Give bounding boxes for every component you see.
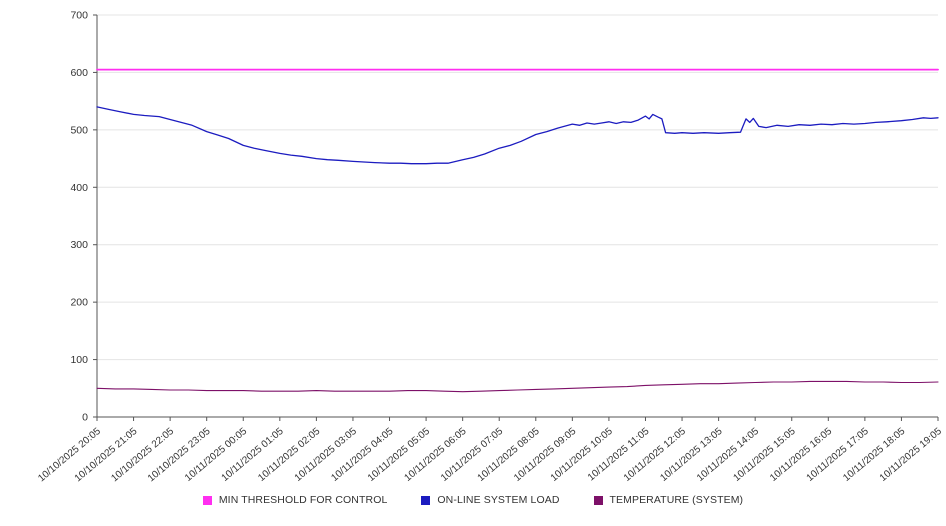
y-tick-label: 300	[70, 239, 88, 251]
x-tick-label: 10/11/2025 09:05	[512, 426, 578, 484]
y-tick-label: 400	[70, 182, 88, 194]
chart-area: 0 100 200 300 400 500 600 700 10/10/2025 20:05 10…	[36, 10, 944, 485]
x-tick-label: 10/11/2025 15:05	[732, 426, 798, 484]
x-tick-label: 10/11/2025 11:05	[586, 426, 652, 484]
legend-label-min-threshold: MIN THRESHOLD FOR CONTROL	[218, 494, 388, 506]
x-tick-label: 10/11/2025 08:05	[476, 426, 542, 484]
y-tick-label: 100	[70, 354, 88, 366]
legend-item-online-system-load[interactable]: ON-LINE SYSTEM LOAD	[421, 494, 559, 506]
legend-swatch-min-threshold-icon	[202, 495, 212, 505]
legend-item-min-threshold[interactable]: MIN THRESHOLD FOR CONTROL	[202, 494, 388, 506]
x-tick-label: 10/11/2025 19:05	[878, 426, 944, 484]
x-tick-label: 10/10/2025 22:05	[109, 426, 176, 485]
legend-label-online-system-load: ON-LINE SYSTEM LOAD	[437, 494, 560, 506]
x-tick-label: 10/11/2025 13:05	[658, 426, 724, 484]
series-line-2	[96, 380, 939, 393]
x-tick-label: 10/11/2025 18:05	[841, 426, 907, 484]
x-tick-label: 10/10/2025 23:05	[146, 426, 213, 485]
series-line-1	[96, 106, 939, 165]
x-tick-label: 10/11/2025 00:05	[183, 426, 249, 484]
y-tick-label: 600	[70, 67, 88, 79]
x-tick-label: 10/11/2025 02:05	[256, 426, 322, 484]
x-tick-label: 10/11/2025 06:05	[402, 426, 468, 484]
x-tick-label: 10/11/2025 01:05	[220, 426, 286, 484]
legend-label-temperature-system: TEMPERATURE (SYSTEM)	[609, 494, 744, 506]
y-tick-label: 500	[70, 124, 88, 136]
x-tick-label: 10/11/2025 10:05	[549, 426, 615, 484]
legend-item-temperature-system[interactable]: TEMPERATURE (SYSTEM)	[593, 494, 744, 506]
y-tick-label: 700	[70, 10, 88, 22]
x-tick-label: 10/10/2025 20:05	[36, 426, 103, 485]
chart-legend: MIN THRESHOLD FOR CONTROL ON-LINE SYSTEM…	[0, 494, 946, 506]
x-tick-label: 10/11/2025 05:05	[366, 426, 432, 484]
legend-swatch-online-system-load-icon	[421, 495, 431, 505]
x-tick-label: 10/11/2025 07:05	[439, 426, 505, 484]
x-tick-label: 10/10/2025 21:05	[73, 426, 140, 485]
x-tick-label: 10/11/2025 16:05	[768, 426, 834, 484]
y-tick-label: 0	[82, 412, 88, 424]
x-tick-label: 10/11/2025 12:05	[622, 426, 688, 484]
y-tick-label: 200	[70, 297, 88, 309]
x-tick-label: 10/11/2025 14:05	[695, 426, 761, 484]
x-tick-label: 10/11/2025 04:05	[329, 426, 395, 484]
legend-swatch-temperature-system-icon	[593, 495, 603, 505]
x-tick-label: 10/11/2025 17:05	[805, 426, 871, 484]
x-tick-label: 10/11/2025 03:05	[293, 426, 359, 484]
